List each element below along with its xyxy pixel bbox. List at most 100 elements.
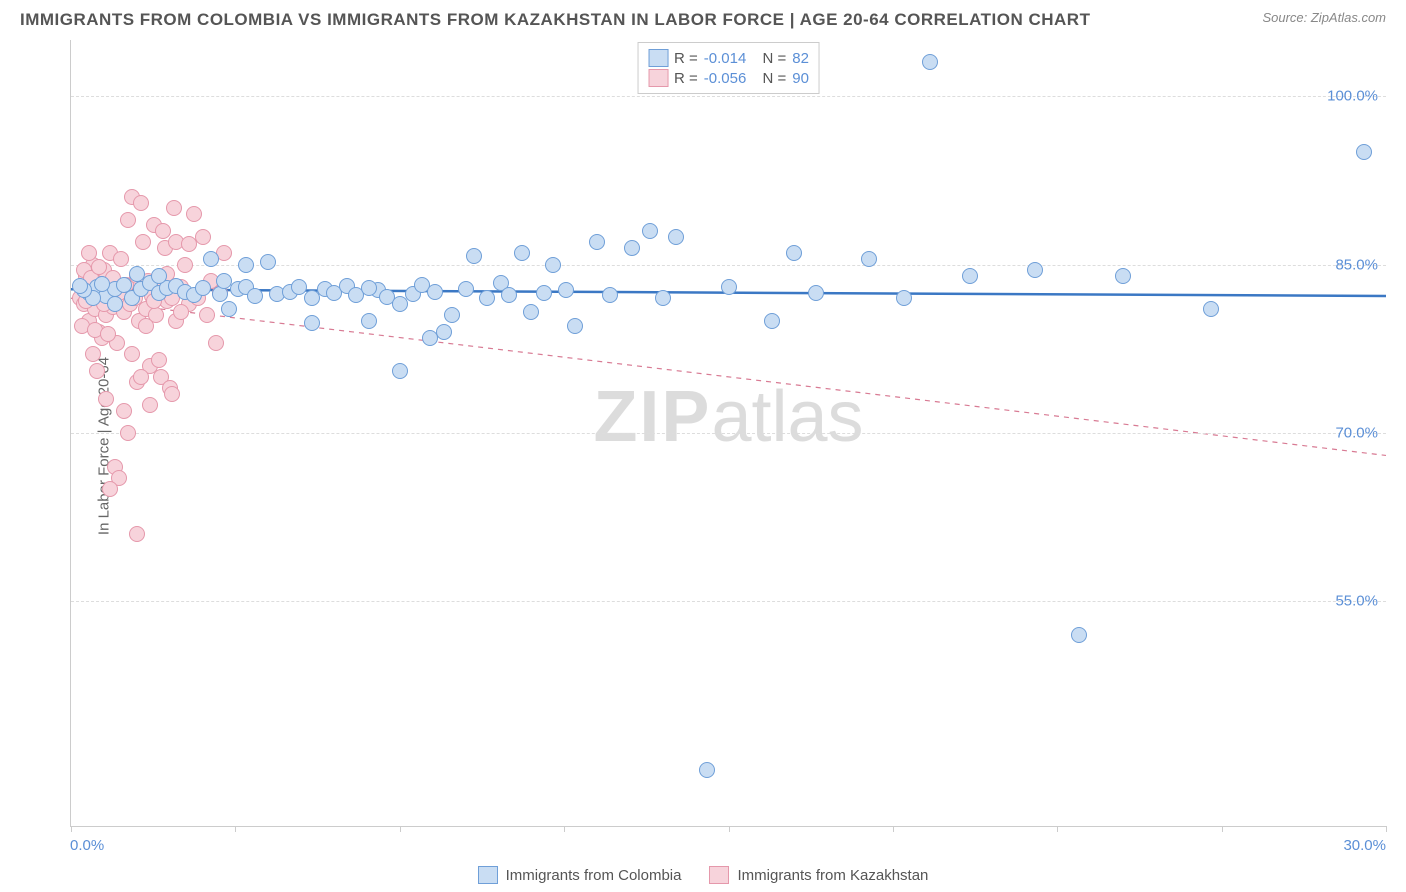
data-point xyxy=(203,251,219,267)
gridline xyxy=(71,601,1386,602)
stats-row-0: R = -0.014 N = 82 xyxy=(648,49,809,67)
y-tick-label: 100.0% xyxy=(1327,88,1378,105)
legend-label: Immigrants from Colombia xyxy=(506,867,682,884)
data-point xyxy=(216,273,232,289)
data-point xyxy=(642,223,658,239)
data-point xyxy=(589,234,605,250)
data-point xyxy=(861,251,877,267)
x-tick xyxy=(400,826,401,832)
data-point xyxy=(523,304,539,320)
data-point xyxy=(199,307,215,323)
data-point xyxy=(567,318,583,334)
data-point xyxy=(602,287,618,303)
data-point xyxy=(81,245,97,261)
y-tick-label: 85.0% xyxy=(1335,256,1378,273)
data-point xyxy=(129,526,145,542)
data-point xyxy=(151,268,167,284)
bottom-legend: Immigrants from Colombia Immigrants from… xyxy=(0,866,1406,884)
data-point xyxy=(195,280,211,296)
data-point xyxy=(133,195,149,211)
data-point xyxy=(466,248,482,264)
data-point xyxy=(1071,627,1087,643)
r-value: -0.056 xyxy=(704,70,747,87)
data-point xyxy=(1027,262,1043,278)
data-point xyxy=(786,245,802,261)
watermark-atlas: atlas xyxy=(711,377,863,457)
data-point xyxy=(166,200,182,216)
data-point xyxy=(129,266,145,282)
y-tick-label: 70.0% xyxy=(1335,425,1378,442)
x-tick xyxy=(71,826,72,832)
legend-item-0: Immigrants from Colombia xyxy=(478,866,682,884)
data-point xyxy=(1115,268,1131,284)
swatch-icon xyxy=(648,69,668,87)
data-point xyxy=(107,296,123,312)
data-point xyxy=(100,326,116,342)
data-point xyxy=(72,278,88,294)
chart-source: Source: ZipAtlas.com xyxy=(1262,10,1386,25)
data-point xyxy=(94,276,110,292)
x-tick xyxy=(235,826,236,832)
swatch-icon xyxy=(648,49,668,67)
chart-container: In Labor Force | Age 20-64 ZIPatlas R = … xyxy=(20,40,1386,852)
data-point xyxy=(361,280,377,296)
data-point xyxy=(102,481,118,497)
data-point xyxy=(1203,301,1219,317)
data-point xyxy=(808,285,824,301)
chart-header: IMMIGRANTS FROM COLOMBIA VS IMMIGRANTS F… xyxy=(0,0,1406,35)
data-point xyxy=(291,279,307,295)
data-point xyxy=(124,346,140,362)
data-point xyxy=(501,287,517,303)
data-point xyxy=(113,251,129,267)
data-point xyxy=(479,290,495,306)
data-point xyxy=(91,259,107,275)
r-value: -0.014 xyxy=(704,50,747,67)
n-value: 90 xyxy=(792,70,809,87)
data-point xyxy=(116,403,132,419)
plot-area: ZIPatlas R = -0.014 N = 82 R = -0.056 N … xyxy=(70,40,1386,827)
x-tick xyxy=(1222,826,1223,832)
watermark-zip: ZIP xyxy=(593,377,711,457)
data-point xyxy=(545,257,561,273)
x-tick xyxy=(729,826,730,832)
data-point xyxy=(138,318,154,334)
data-point xyxy=(668,229,684,245)
x-tick xyxy=(893,826,894,832)
data-point xyxy=(962,268,978,284)
data-point xyxy=(133,369,149,385)
data-point xyxy=(120,425,136,441)
data-point xyxy=(536,285,552,301)
data-point xyxy=(186,206,202,222)
trend-line xyxy=(71,298,1386,455)
data-point xyxy=(721,279,737,295)
data-point xyxy=(444,307,460,323)
data-point xyxy=(1356,144,1372,160)
data-point xyxy=(260,254,276,270)
data-point xyxy=(392,363,408,379)
x-max-label: 30.0% xyxy=(1343,837,1386,854)
data-point xyxy=(151,352,167,368)
data-point xyxy=(89,363,105,379)
gridline xyxy=(71,96,1386,97)
data-point xyxy=(558,282,574,298)
data-point xyxy=(361,313,377,329)
data-point xyxy=(427,284,443,300)
data-point xyxy=(514,245,530,261)
stats-row-1: R = -0.056 N = 90 xyxy=(648,69,809,87)
swatch-icon xyxy=(709,866,729,884)
x-tick xyxy=(1386,826,1387,832)
data-point xyxy=(98,391,114,407)
x-min-label: 0.0% xyxy=(70,837,104,854)
data-point xyxy=(922,54,938,70)
data-point xyxy=(135,234,151,250)
swatch-icon xyxy=(478,866,498,884)
x-tick xyxy=(1057,826,1058,832)
data-point xyxy=(181,236,197,252)
legend-label: Immigrants from Kazakhstan xyxy=(737,867,928,884)
data-point xyxy=(208,335,224,351)
data-point xyxy=(120,212,136,228)
data-point xyxy=(238,257,254,273)
data-point xyxy=(458,281,474,297)
data-point xyxy=(142,397,158,413)
data-point xyxy=(247,288,263,304)
